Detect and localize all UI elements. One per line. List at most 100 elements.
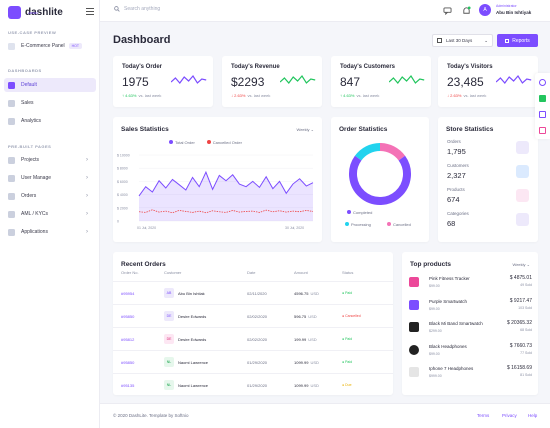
sidebar-item-projects[interactable]: Projects › xyxy=(4,153,96,167)
sidebar-item-analytics[interactable]: Analytics xyxy=(4,114,96,128)
trend-value: ↑ xyxy=(340,93,344,98)
kyc-icon xyxy=(8,210,15,218)
chevron-right-icon: › xyxy=(86,211,88,217)
product-item[interactable]: Black Mi Band Smartwatch $299.00 $ 20365.3… xyxy=(409,319,532,341)
stat-value: 68 xyxy=(447,219,456,228)
cart-icon[interactable] xyxy=(539,127,546,134)
table-row[interactable]: #95954 AB Abu Bin Ishtiak 02/11/2020 4596.75… xyxy=(113,281,393,304)
kpi-trend: ↑ 4.63% vs. last week xyxy=(122,93,162,98)
stat-categories-icon xyxy=(516,213,529,226)
settings-icon[interactable] xyxy=(539,79,546,86)
period-select[interactable]: Weekly ⌄ xyxy=(512,262,530,267)
order-amount: 1099.99 USD xyxy=(294,382,319,388)
legend-completed: Completed xyxy=(347,210,372,215)
table-row[interactable]: #95850 DE Desire Edwards 02/02/2020 596.75 US… xyxy=(113,304,393,327)
sparkline xyxy=(171,75,207,84)
product-price: $99.00 xyxy=(429,351,440,356)
y-tick-label: $ 6000 xyxy=(117,180,128,184)
search-icon xyxy=(114,6,120,12)
user-name[interactable]: Abu Bin Ishtiyak xyxy=(496,10,532,15)
kpi-value: 847 xyxy=(340,75,361,89)
period-select[interactable]: Weekly ⌄ xyxy=(296,127,314,132)
sparkline-line xyxy=(496,75,532,84)
card-title: Recent Orders xyxy=(121,261,166,268)
reports-button[interactable]: Reports xyxy=(497,34,538,47)
order-id-link[interactable]: #95850 xyxy=(121,359,135,365)
grid-icon[interactable] xyxy=(539,95,546,102)
brand-logo[interactable]: dashlite xyxy=(8,6,63,19)
sidebar-item-default[interactable]: Default xyxy=(4,78,96,92)
sidebar-item-ecommerce[interactable]: E-Commerce Panel HOT xyxy=(4,39,96,53)
stat-orders-icon xyxy=(516,141,529,154)
kpi-value: 23,485 xyxy=(447,75,484,89)
sidebar-item-sales[interactable]: Sales xyxy=(4,96,96,110)
card-title: Store Statistics xyxy=(446,126,494,133)
order-id-link[interactable]: #95954 xyxy=(121,290,135,296)
stat-label: Categories xyxy=(447,211,469,216)
chat-icon[interactable] xyxy=(443,7,452,15)
order-id-link[interactable]: #95135 xyxy=(121,382,135,388)
legend-processing: Processing xyxy=(345,222,371,227)
status-badge: ● Due xyxy=(342,383,352,387)
sidebar-item-kyc[interactable]: AML / KYCs › xyxy=(4,207,96,221)
stat-value: 2,327 xyxy=(447,171,466,180)
sidebar-item-applications[interactable]: Applications › xyxy=(4,225,96,239)
customer-name: Naomi Lawrence xyxy=(178,359,209,365)
product-revenue: $ 4875.01 xyxy=(509,275,532,281)
product-item[interactable]: Purple Smartwatch $99.00 $ 9217.47 103 Sold xyxy=(409,297,532,319)
page-title: Dashboard xyxy=(113,34,171,46)
store-statistics-card: Store Statistics Orders 1,795 Customers 2,3… xyxy=(438,117,538,242)
product-revenue: $ 16158.69 xyxy=(506,365,532,371)
product-item[interactable]: Black Headphones $99.00 $ 7660.73 77 Sold xyxy=(409,342,532,364)
trend-value: ↑ xyxy=(122,93,126,98)
avatar: DE xyxy=(164,334,174,344)
reports-icon xyxy=(505,38,510,43)
order-id-link[interactable]: #95850 xyxy=(121,313,135,319)
footer-link-privacy[interactable]: Privacy xyxy=(502,413,517,418)
table-row[interactable]: #95812 DE Desire Edwards 02/02/2020 199.99 US… xyxy=(113,327,393,350)
status-badge: ● Paid xyxy=(342,337,353,341)
top-products-card: Top products Weekly ⌄ Pink Fitness Track… xyxy=(402,252,538,395)
table-row[interactable]: #95850 NL Naomi Lawrence 01/29/2020 1099.99 U… xyxy=(113,350,393,373)
product-name: Black Mi Band Smartwatch xyxy=(429,321,483,326)
status-badge: ● Cancelled xyxy=(342,314,361,318)
legend-total: Total Order xyxy=(169,140,195,145)
order-date: 02/02/2020 xyxy=(247,313,268,319)
kpi-title: Today's Revenue xyxy=(231,64,280,70)
sidebar-item-orders[interactable]: Orders › xyxy=(4,189,96,203)
sidebar-item-users[interactable]: User Manage › xyxy=(4,171,96,185)
search-bar[interactable]: Search anything xyxy=(114,6,160,12)
order-id-link[interactable]: #95812 xyxy=(121,336,135,342)
users-icon xyxy=(8,174,15,182)
chevron-right-icon: › xyxy=(86,229,88,235)
product-item[interactable]: Iphone 7 Headphones $999.00 $ 16158.69 81 S… xyxy=(409,364,532,386)
product-item[interactable]: Pink Fitness Tracker $99.00 $ 4875.01 49 So… xyxy=(409,274,532,296)
table-header: Order No. Customer Date Amount Status xyxy=(121,270,354,275)
kpi-title: Today's Visitors xyxy=(447,64,493,70)
trend-value: ↓ xyxy=(231,93,235,98)
product-name: Pink Fitness Tracker xyxy=(429,276,470,281)
chevron-down-icon: ⌄ xyxy=(484,37,488,43)
brand-name: dashlite xyxy=(25,6,63,18)
footer-link-help[interactable]: Help xyxy=(528,413,538,418)
stat-customers-icon xyxy=(516,165,529,178)
product-image xyxy=(409,367,419,377)
trend-value: ↓ xyxy=(447,93,451,98)
product-sold: 49 Sold xyxy=(520,283,532,287)
card-title: Sales Statistics xyxy=(121,126,169,133)
product-price: $299.00 xyxy=(429,329,442,333)
date-range-select[interactable]: Last 30 Days ⌄ xyxy=(432,34,493,47)
product-image xyxy=(409,299,419,310)
product-revenue: $ 9217.47 xyxy=(509,297,532,304)
bell-icon[interactable] xyxy=(462,6,471,16)
search-input[interactable]: Search anything xyxy=(124,6,161,12)
order-date: 01/29/2020 xyxy=(247,359,268,365)
series-total-area xyxy=(139,172,313,221)
footer-link-terms[interactable]: Terms xyxy=(477,413,490,418)
status-badge: ● Paid xyxy=(342,360,353,364)
menu-toggle-icon[interactable] xyxy=(86,8,94,15)
table-row[interactable]: #95135 NL Naomi Lawrence 01/29/2020 1099.99 U… xyxy=(113,373,393,396)
order-date: 02/02/2020 xyxy=(247,336,268,342)
shop-icon[interactable] xyxy=(539,111,546,118)
avatar[interactable]: A xyxy=(479,4,491,16)
